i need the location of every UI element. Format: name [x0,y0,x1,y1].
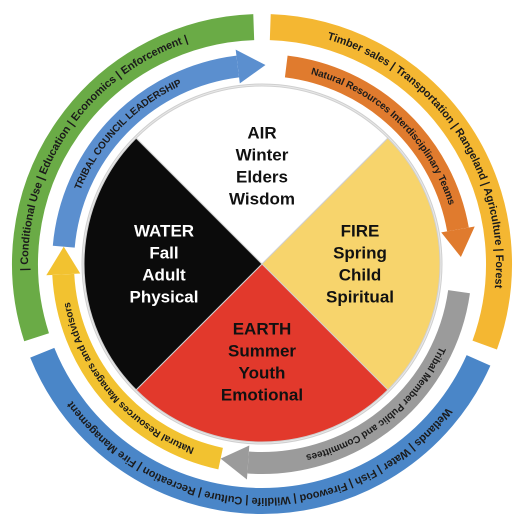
quadrant-label: Adult [142,266,186,285]
arrow-head [441,226,474,257]
quadrant-label: AIR [247,124,276,143]
quadrant-label: EARTH [233,320,292,339]
medicine-wheel: | Conditional Use | Education | Economic… [0,0,520,526]
quadrant-label: Fall [149,244,178,263]
quadrant-label: Child [339,266,382,285]
quadrant-label: Emotional [221,386,303,405]
arrow-head [221,446,250,480]
quadrant-label: WATER [134,222,194,241]
arrow-head [46,247,80,276]
arrow-head [236,50,266,84]
quadrant-label: Physical [130,288,199,307]
quadrant-label: Youth [239,364,286,383]
quadrant-label: Wisdom [229,190,295,209]
quadrant-label: Winter [236,146,289,165]
quadrant-label: FIRE [341,222,380,241]
quadrant-label: Summer [228,342,296,361]
quadrant-label: Spiritual [326,288,394,307]
quadrant-label: Spring [333,244,387,263]
quadrant-label: Elders [236,168,288,187]
